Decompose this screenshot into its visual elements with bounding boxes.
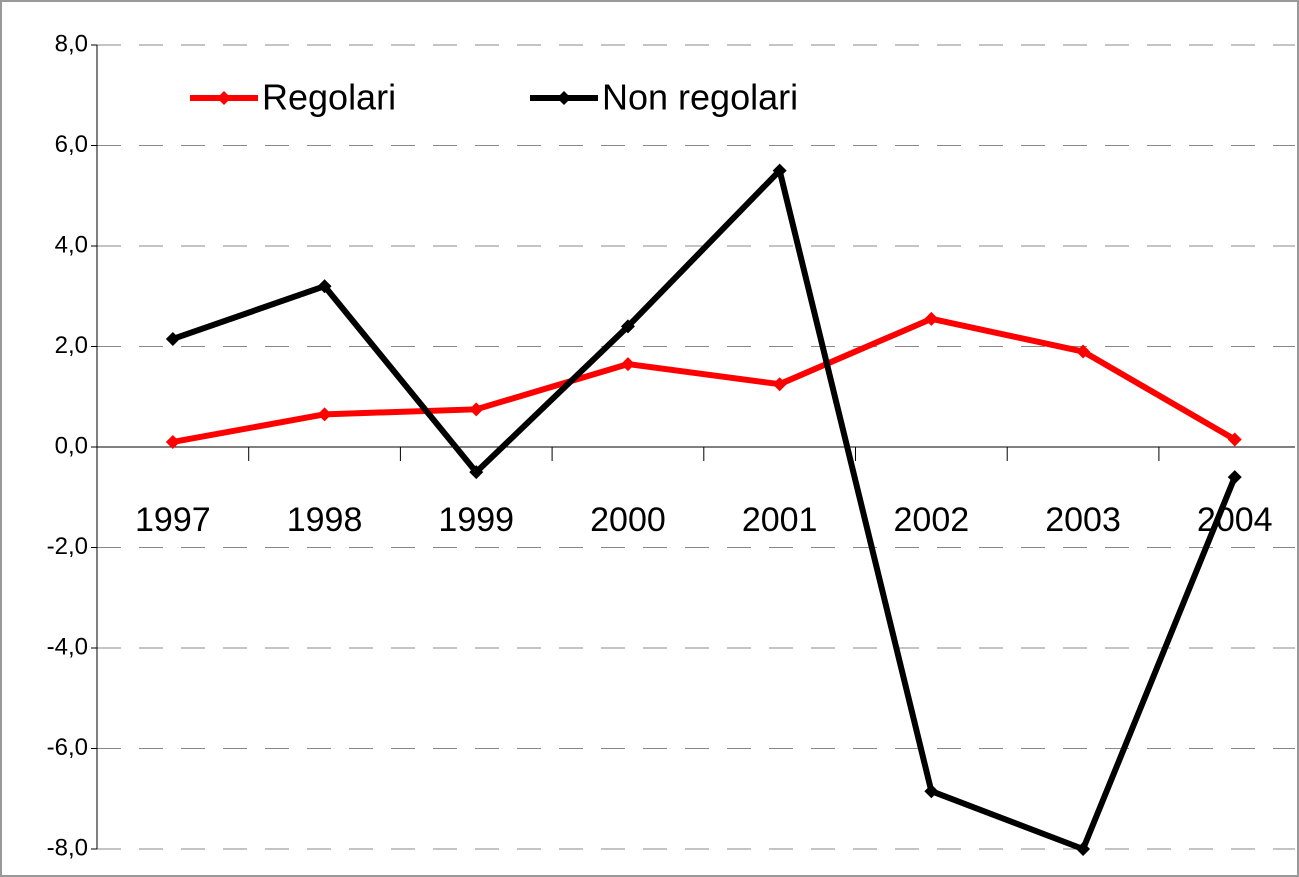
legend-label: Regolari [262,77,396,118]
legend-marker [217,91,231,105]
legend-label: Non regolari [602,77,798,118]
y-tick-label: -2,0 [47,533,88,560]
marker [1227,432,1242,447]
y-tick-label: -8,0 [47,834,88,861]
marker [772,163,787,178]
marker [924,784,939,799]
y-tick-label: 0,0 [55,432,88,459]
marker [317,407,332,422]
marker [469,402,484,417]
x-tick-label: 1997 [135,501,211,539]
series-line [171,167,1238,852]
marker [620,319,635,334]
marker [165,434,180,449]
legend-marker [557,91,571,105]
x-tick-label: 2004 [1197,501,1273,539]
y-tick-label: -4,0 [47,633,88,660]
x-tick-label: 1999 [438,501,514,539]
marker [317,279,332,294]
marker [620,357,635,372]
marker [1227,470,1242,485]
y-tick-label: 4,0 [55,231,88,258]
marker [772,377,787,392]
series-line [172,315,1237,445]
y-tick-label: -6,0 [47,734,88,761]
marker [469,465,484,480]
marker [1076,842,1091,856]
y-tick-label: 6,0 [55,131,88,158]
marker [1076,344,1091,359]
x-tick-label: 2003 [1045,501,1121,539]
x-tick-label: 1998 [287,501,363,539]
x-tick-label: 2000 [590,501,666,539]
marker [924,311,939,326]
marker [165,331,180,346]
x-tick-label: 2002 [894,501,970,539]
x-tick-label: 2001 [742,501,818,539]
y-tick-label: 8,0 [55,30,88,57]
y-tick-label: 2,0 [55,332,88,359]
